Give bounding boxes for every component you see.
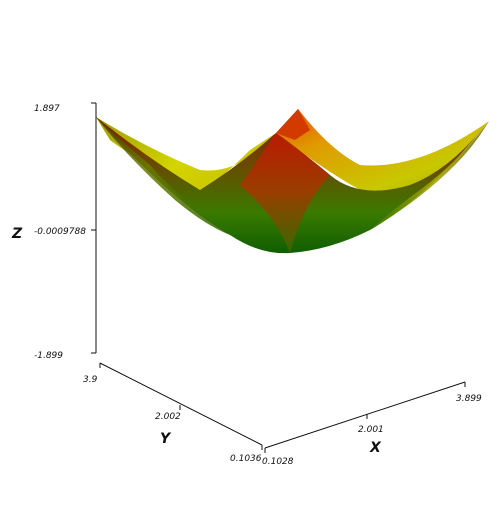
axes-group (91, 102, 466, 453)
x-axis-line (264, 381, 466, 449)
z-tick-label-bottom: -1.899 (34, 351, 63, 361)
y-axis-title: Y (160, 431, 172, 447)
y-tick-label-top: 3.9 (83, 375, 98, 385)
z-tick-label-top: 1.897 (34, 104, 60, 114)
x-tick-label-mid: 2.001 (358, 425, 384, 435)
y-tick-label-mid: 2.002 (155, 412, 181, 422)
surface-ridge (240, 133, 330, 253)
x-axis-title: X (369, 440, 382, 456)
z-axis-title: Z (11, 226, 23, 242)
surface-peak (276, 109, 310, 140)
x-tick-label-left: 0.1028 (262, 457, 294, 467)
z-tick-label-mid: -0.0009788 (34, 227, 86, 237)
y-axis-line (99, 362, 263, 446)
y-tick-label-bottom: 0.1036 (230, 454, 262, 464)
x-tick-label-right: 3.899 (456, 394, 482, 404)
